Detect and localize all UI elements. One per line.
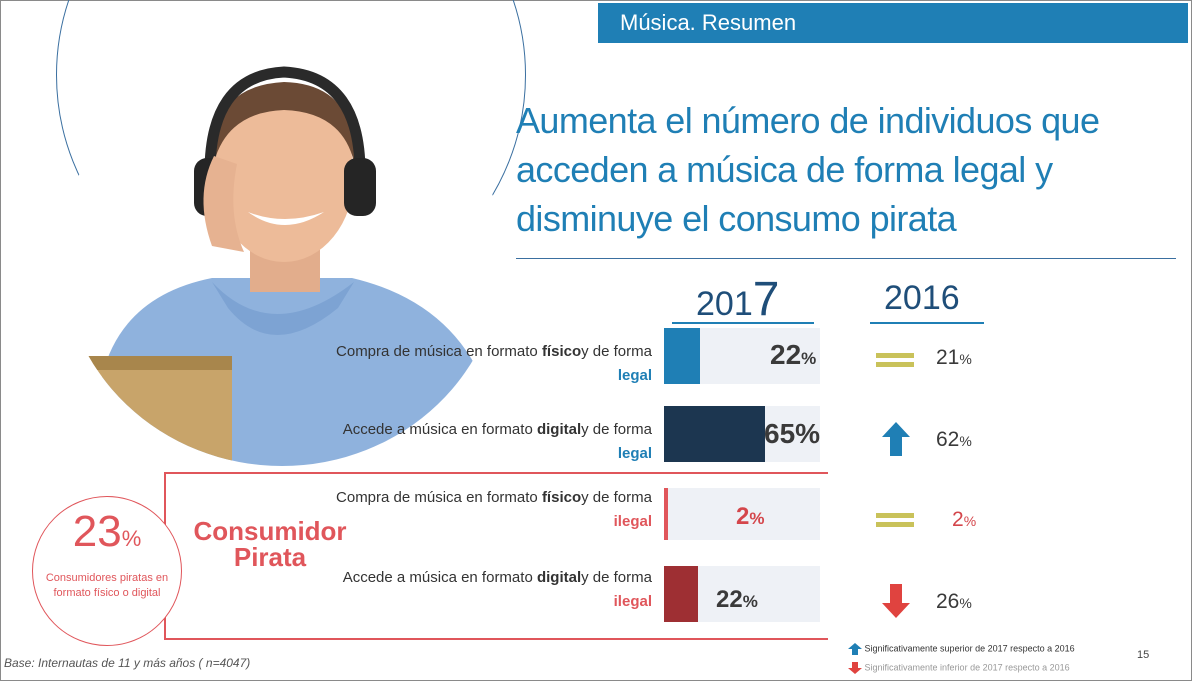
value-2017: 22% bbox=[770, 339, 817, 370]
year-2017-prefix: 201 bbox=[696, 285, 753, 323]
row-label: Accede a música en formato digitaly de f… bbox=[342, 569, 652, 610]
pirate-percentage: 23% bbox=[72, 507, 142, 556]
legend-up: Significativamente superior de 2017 resp… bbox=[848, 643, 1075, 655]
value-2016: 2% bbox=[952, 508, 977, 531]
value-2017: 22% bbox=[716, 586, 758, 613]
pirate-bracket-top bbox=[164, 472, 828, 474]
pirate-bracket-bottom bbox=[164, 638, 828, 640]
row-label: Accede a música en formato digitaly de f… bbox=[342, 421, 652, 462]
bar-legal-fisico-2017 bbox=[664, 328, 700, 384]
year-2017-label: 2017 bbox=[696, 272, 779, 327]
legend-down: Significativamente inferior de 2017 resp… bbox=[848, 662, 1070, 674]
bar-track bbox=[664, 488, 820, 540]
value-2016: 21% bbox=[936, 346, 972, 369]
bar-ilegal-fisico-2017 bbox=[664, 488, 668, 540]
header-bar: Música. Resumen bbox=[598, 3, 1188, 43]
year-2017-suffix: 7 bbox=[752, 273, 780, 326]
pirate-percentage-circle: 23% Consumidores piratas en formato físi… bbox=[32, 496, 182, 646]
pirate-title: Consumidor Pirata bbox=[193, 516, 347, 572]
year-2016-underline bbox=[870, 322, 984, 324]
page-number: 15 bbox=[1137, 649, 1150, 661]
equal-icon bbox=[876, 353, 914, 367]
year-2017-underline bbox=[672, 322, 814, 324]
arrow-up-icon bbox=[848, 643, 862, 655]
base-footnote: Base: Internautas de 11 y más años ( n=4… bbox=[4, 656, 251, 670]
man-with-headphones-photo bbox=[62, 46, 502, 466]
headline-divider bbox=[516, 258, 1176, 259]
bar-legal-digital-2017 bbox=[664, 406, 765, 462]
header-title: Música. Resumen bbox=[620, 10, 797, 35]
arrow-down-icon bbox=[882, 584, 910, 618]
value-2016: 26% bbox=[936, 590, 972, 613]
row-label: Compra de música en formato físicoy de f… bbox=[336, 489, 652, 530]
bar-ilegal-digital-2017 bbox=[664, 566, 698, 622]
year-2016-label: 2016 bbox=[884, 279, 960, 317]
pirate-description: Consumidores piratas en formato físico o… bbox=[45, 572, 169, 599]
arrow-down-icon bbox=[848, 662, 862, 674]
value-2016: 62% bbox=[936, 428, 972, 451]
value-2017: 2% bbox=[736, 503, 765, 530]
row-label: Compra de música en formato físicoy de f… bbox=[336, 343, 652, 384]
headline: Aumenta el número de individuos que acce… bbox=[516, 100, 1100, 239]
arrow-up-icon bbox=[882, 422, 910, 456]
man-with-headphones-illustration bbox=[62, 46, 502, 466]
value-2017: 65% bbox=[764, 418, 821, 449]
equal-icon bbox=[876, 513, 914, 527]
